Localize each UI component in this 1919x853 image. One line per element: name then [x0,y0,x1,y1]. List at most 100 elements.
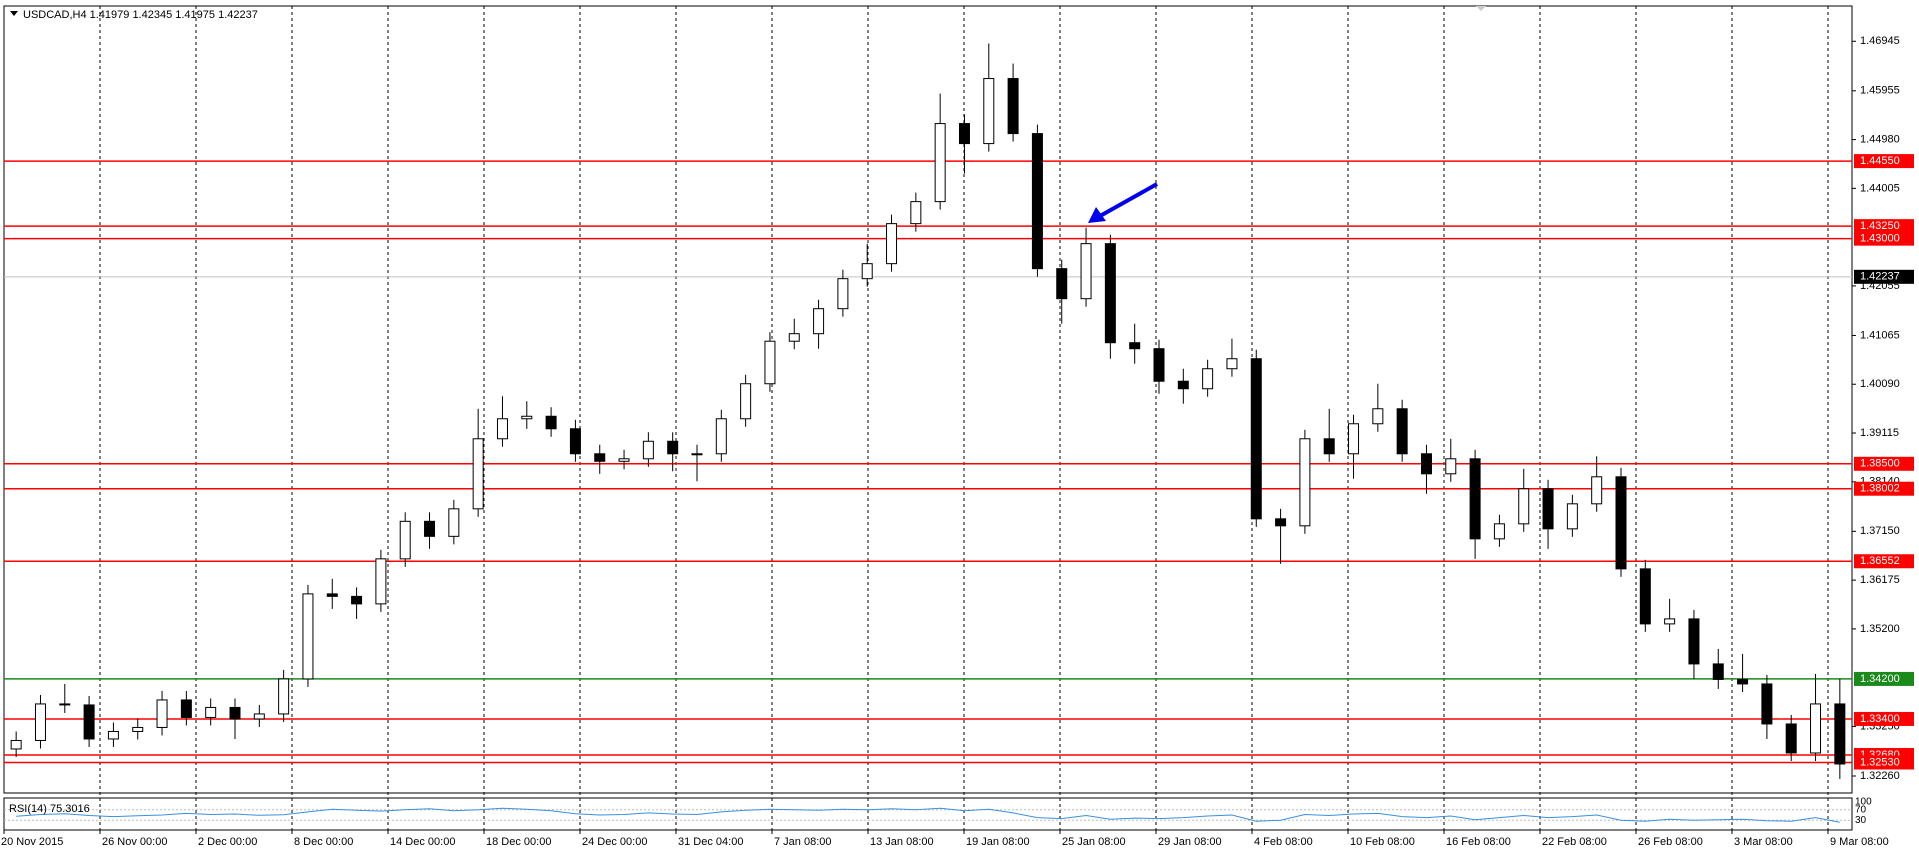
candle-body [107,730,119,740]
candle-body [1104,243,1116,344]
y-tick-label: 1.44005 [1860,182,1900,194]
y-tick-label: 1.41065 [1860,329,1900,341]
candle-body [375,558,387,605]
candle-body [910,201,922,225]
candle-body [1639,568,1651,625]
candle-body [594,453,606,462]
candle-body [691,453,703,456]
level-label: 1.43250 [1860,220,1900,232]
candle-body [1031,133,1043,270]
y-tick-label: 1.35200 [1860,623,1900,635]
candle-body [83,704,95,740]
candle-body [1250,358,1262,520]
candle-body [983,78,995,145]
chart-title: USDCAD,H4 1.41979 1.42345 1.41975 1.4223… [23,9,258,21]
y-tick-label: 1.45955 [1860,85,1900,97]
candle-body [326,593,338,597]
candle-body [861,263,873,280]
candle-body [1080,243,1092,300]
last-price-label: 1.42237 [1860,271,1900,283]
candle-body [545,415,557,430]
x-tick-label: 9 Mar 08:00 [1830,836,1889,848]
candle-body [667,440,679,455]
candle-body [302,593,314,680]
candle-body [351,595,363,605]
y-tick-label: 1.46945 [1860,35,1900,47]
x-tick-label: 4 Feb 08:00 [1254,836,1313,848]
level-label-box [1854,154,1914,169]
candle-body [1299,438,1311,527]
x-tick-label: 7 Jan 08:00 [774,836,832,848]
candle-body [569,428,581,455]
rsi-tick-label: 100 [1855,797,1872,808]
candle-body [1445,458,1457,475]
candle-body [1664,618,1676,625]
candle-body [399,520,411,560]
level-label: 1.44550 [1860,155,1900,167]
x-tick-label: 2 Dec 00:00 [198,836,257,848]
candle-body [496,418,508,440]
candle-body [156,699,168,728]
level-label-box [1854,231,1914,246]
last-price-box [1854,269,1914,284]
rsi-tick-label: 70 [1855,804,1867,815]
x-tick-label: 22 Feb 08:00 [1542,836,1607,848]
x-tick-label: 16 Feb 08:00 [1446,836,1511,848]
y-tick-label: 1.39115 [1860,427,1899,439]
level-label: 1.43000 [1860,233,1900,245]
main-frame [3,5,1853,794]
candle-body [424,520,436,537]
candle-body [1712,663,1724,680]
candle-body [1810,703,1822,754]
rsi-line [16,807,1840,823]
level-label: 1.38002 [1860,483,1900,495]
candle-body [448,508,460,537]
x-tick-label: 18 Dec 00:00 [486,836,551,848]
candle-body [253,713,265,720]
y-tick-label: 1.36175 [1860,574,1900,586]
candle-body [1737,678,1749,685]
x-tick-label: 24 Dec 00:00 [582,836,647,848]
x-tick-label: 25 Jan 08:00 [1062,836,1126,848]
rsi [4,807,1852,823]
candle-body [1834,703,1846,765]
candle-body [229,706,241,720]
grid [99,6,1829,830]
x-tick-label: 26 Feb 08:00 [1638,836,1703,848]
candle-body [1493,523,1505,540]
candle-body [1469,458,1481,540]
candle-body [1420,453,1432,475]
rsi-title: RSI(14) 75.3016 [9,803,90,815]
level-label: 1.38500 [1860,458,1900,470]
level-label: 1.32530 [1860,756,1900,768]
candle-body [934,123,946,203]
candles [10,43,1846,779]
candle-body [34,703,46,741]
x-tick-label: 29 Jan 08:00 [1158,836,1222,848]
level-label-box [1854,481,1914,496]
y-tick-label: 1.40090 [1860,378,1900,390]
candle-body [1007,78,1019,135]
candle-body [1396,408,1408,455]
candle-body [642,440,654,460]
y-tick-label: 1.37150 [1860,525,1900,537]
level-label-box [1854,456,1914,471]
candle-body [10,739,22,750]
x-tick-label: 10 Feb 08:00 [1350,836,1415,848]
candle-body [715,418,727,455]
x-tick-label: 3 Mar 08:00 [1734,836,1793,848]
candle-body [1566,503,1578,530]
candle-body [1275,518,1287,527]
axes: 20 Nov 2015 26 Nov 00:00 2 Dec 00:00 8 Dec … [1,35,1914,848]
x-tick-label: 8 Dec 00:00 [294,836,353,848]
x-tick-label: 31 Dec 04:00 [678,836,743,848]
level-label: 1.34200 [1860,673,1900,685]
candle-body [1372,408,1384,425]
candle-body [1056,268,1068,300]
menu-triangle[interactable] [10,11,18,16]
candle-body [1542,488,1554,530]
y-tick-label: 1.32260 [1860,770,1900,782]
candle-body [618,458,630,462]
rsi-tick-label: 30 [1855,815,1867,826]
candle-body [1202,368,1214,390]
